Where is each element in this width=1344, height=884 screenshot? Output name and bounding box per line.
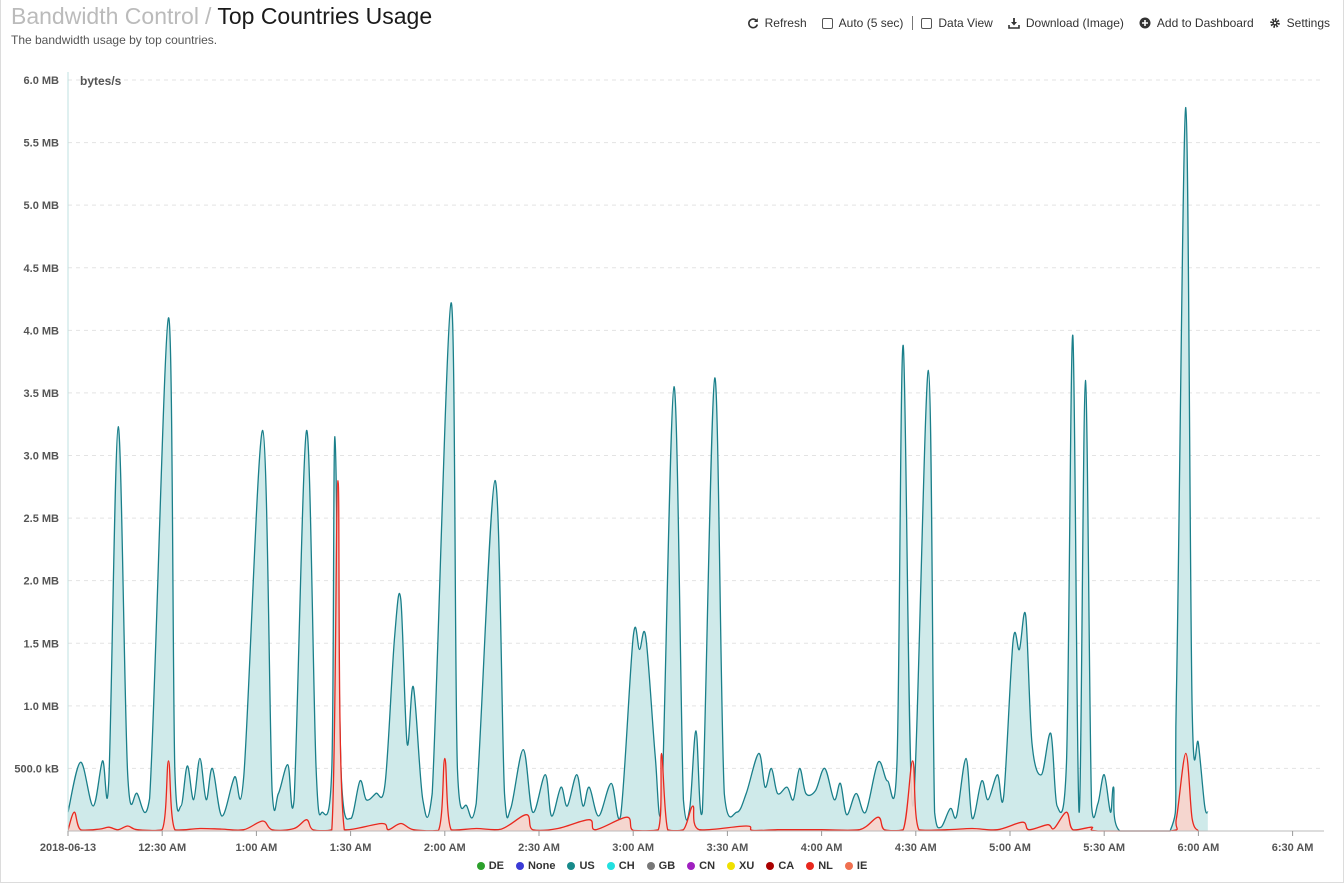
legend-label: NL <box>818 860 833 872</box>
x-tick-label: 2:30 AM <box>518 842 560 854</box>
breadcrumb-separator: / <box>204 3 212 29</box>
y-tick-label: 1.0 MB <box>24 701 60 713</box>
add-to-dashboard-label: Add to Dashboard <box>1156 16 1254 30</box>
y-tick-label: 3.0 MB <box>24 451 60 463</box>
legend-label: XU <box>739 860 755 872</box>
x-tick-label: 1:30 AM <box>330 842 372 854</box>
legend-item-xu[interactable]: XU <box>727 860 754 872</box>
x-tick-label: 3:00 AM <box>612 842 654 854</box>
page-title: Top Countries Usage <box>217 3 433 29</box>
y-tick-label: 500.0 kB <box>14 763 59 775</box>
refresh-button[interactable]: Refresh <box>747 16 807 30</box>
page-header: Bandwidth Control / Top Countries Usage <box>11 3 432 30</box>
x-tick-label: 12:30 AM <box>138 842 186 854</box>
x-tick-label: 4:30 AM <box>895 842 937 854</box>
y-tick-label: 6.0 MB <box>24 75 60 87</box>
legend-label: None <box>527 860 556 872</box>
auto-refresh-toggle[interactable]: Auto (5 sec) <box>821 16 904 30</box>
y-tick-label: 1.5 MB <box>24 638 60 650</box>
legend-marker <box>687 862 696 870</box>
legend-marker <box>646 862 655 870</box>
settings-label: Settings <box>1286 16 1330 30</box>
series-areas <box>67 106 1209 832</box>
legend-label: US <box>579 860 595 872</box>
auto-refresh-label: Auto (5 sec) <box>838 16 904 30</box>
x-tick-label: 4:00 AM <box>801 842 843 854</box>
legend-item-us[interactable]: US <box>567 860 595 872</box>
y-tick-label: 5.5 MB <box>24 138 60 150</box>
series-line-nl[interactable] <box>67 479 1199 832</box>
data-view-toggle[interactable]: Data View <box>921 16 993 30</box>
legend-item-ch[interactable]: CH <box>606 860 635 872</box>
chart-legend: DE None US CH GB CN XU CA NL IE <box>0 860 1344 872</box>
data-view-checkbox[interactable] <box>921 17 933 29</box>
legend-item-de[interactable]: DE <box>476 860 504 872</box>
toolbar: Refresh Auto (5 sec) Data View Download … <box>747 16 1330 30</box>
legend-label: CA <box>778 860 795 872</box>
legend-item-cn[interactable]: CN <box>687 860 715 872</box>
series-area-us <box>68 107 1208 831</box>
legend-marker <box>727 862 736 870</box>
legend-marker <box>476 862 485 870</box>
download-image-button[interactable]: Download (Image) <box>1008 16 1124 30</box>
gear-icon <box>1269 17 1281 29</box>
auto-refresh-checkbox[interactable] <box>821 17 833 29</box>
legend-label: DE <box>488 860 504 872</box>
legend-item-none[interactable]: None <box>515 860 556 872</box>
legend-label: GB <box>658 860 676 872</box>
series-us <box>67 106 1209 832</box>
plus-circle-icon <box>1139 17 1151 29</box>
refresh-icon <box>747 17 759 29</box>
download-label: Download (Image) <box>1025 16 1124 30</box>
settings-button[interactable]: Settings <box>1269 16 1330 30</box>
legend-marker <box>606 862 615 870</box>
legend-marker <box>567 862 576 870</box>
y-tick-label: 4.5 MB <box>24 263 60 275</box>
legend-label: CH <box>618 860 635 872</box>
legend-item-ca[interactable]: CA <box>766 860 794 872</box>
y-tick-label: 3.5 MB <box>24 388 60 400</box>
legend-marker <box>806 862 815 870</box>
page-subtitle: The bandwidth usage by top countries. <box>11 33 218 47</box>
y-tick-label: 5.0 MB <box>24 200 60 212</box>
data-view-label: Data View <box>938 16 993 30</box>
legend-label: CN <box>699 860 716 872</box>
y-tick-label: 2.5 MB <box>24 513 60 525</box>
x-tick-label: 2:00 AM <box>424 842 466 854</box>
refresh-label: Refresh <box>764 16 807 30</box>
x-tick-label: 1:00 AM <box>236 842 278 854</box>
breadcrumb[interactable]: Bandwidth Control <box>11 3 199 29</box>
legend-label: IE <box>856 860 868 872</box>
y-axis-unit: bytes/s <box>80 74 122 88</box>
y-tick-label: 2.0 MB <box>24 576 60 588</box>
x-tick-label: 6:30 AM <box>1272 842 1314 854</box>
legend-item-gb[interactable]: GB <box>646 860 676 872</box>
x-tick-label: 3:30 AM <box>707 842 749 854</box>
legend-item-ie[interactable]: IE <box>844 860 868 872</box>
series-nl <box>67 479 1199 832</box>
axes: 500.0 kB 1.0 MB 1.5 MB 2.0 MB 2.5 MB 3.0 MB 3.… <box>14 72 1324 854</box>
x-tick-label: 2018-06-13 <box>40 842 96 854</box>
legend-marker <box>515 862 524 870</box>
toolbar-divider <box>912 16 914 30</box>
legend-item-nl[interactable]: NL <box>806 860 833 872</box>
bandwidth-chart: 500.0 kB 1.0 MB 1.5 MB 2.0 MB 2.5 MB 3.0 MB 3.… <box>14 72 1324 854</box>
add-to-dashboard-button[interactable]: Add to Dashboard <box>1139 16 1254 30</box>
x-tick-label: 6:00 AM <box>1178 842 1220 854</box>
legend-marker <box>844 862 853 870</box>
legend-marker <box>766 862 775 870</box>
x-tick-label: 5:00 AM <box>989 842 1031 854</box>
x-tick-label: 5:30 AM <box>1083 842 1125 854</box>
download-icon <box>1008 17 1020 29</box>
y-tick-label: 4.0 MB <box>24 325 60 337</box>
